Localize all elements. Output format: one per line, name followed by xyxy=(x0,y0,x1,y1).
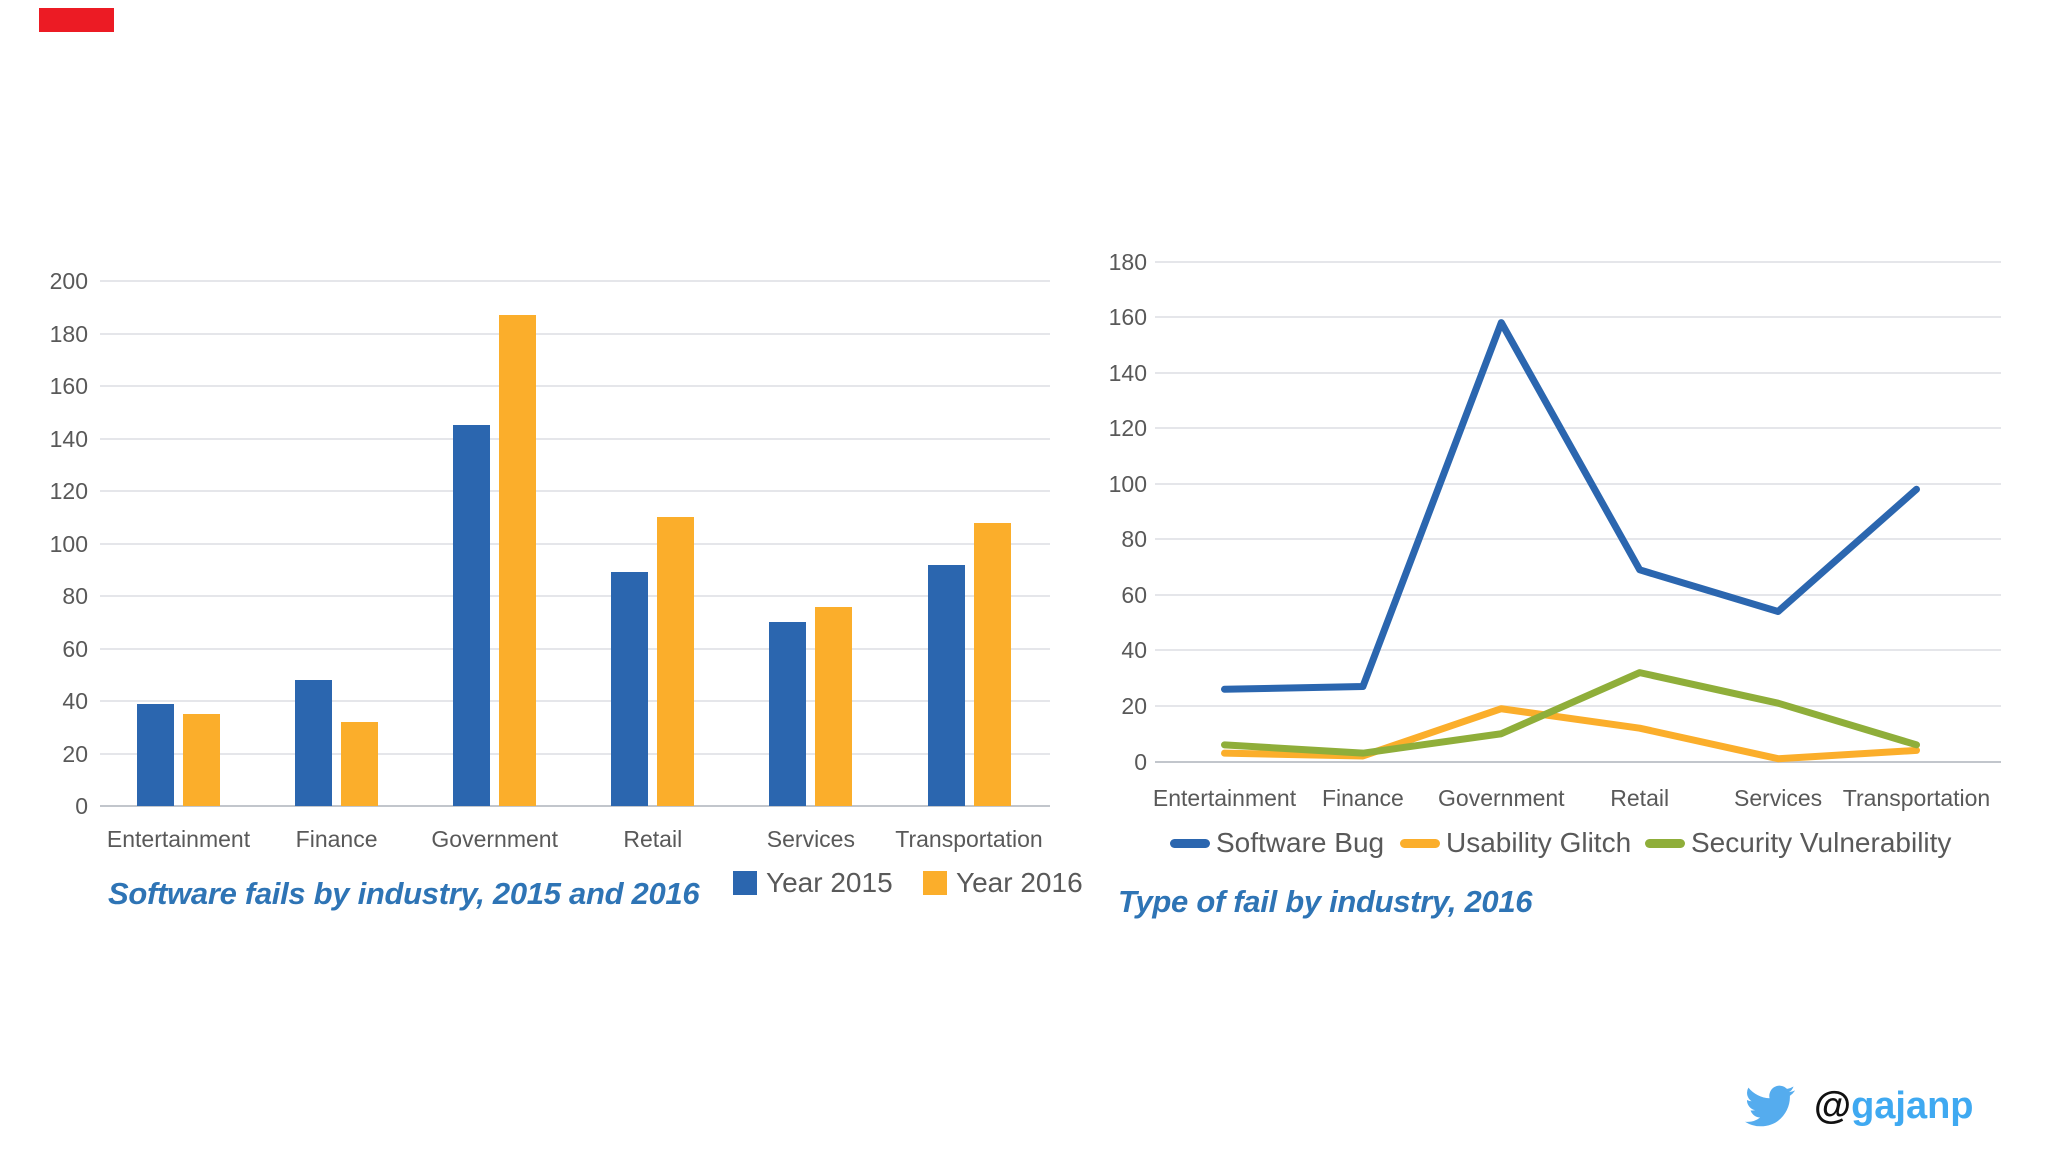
gridline xyxy=(1155,538,2001,541)
y-axis-tick-label: 180 xyxy=(1108,248,1147,275)
gridline xyxy=(1155,649,2001,652)
x-axis-label-transportation: Transportation xyxy=(895,826,1043,852)
legend-label: Usability Glitch xyxy=(1446,827,1632,858)
legend-swatch-icon xyxy=(1400,838,1440,848)
y-axis-tick-label: 60 xyxy=(62,635,88,662)
bar-year-2015-entertainment xyxy=(137,703,174,806)
bar-year-2016-transportation xyxy=(973,522,1011,806)
y-axis-tick-label: 100 xyxy=(1108,470,1147,497)
gridline xyxy=(1155,371,2001,374)
gridline xyxy=(100,542,1050,545)
x-axis-label-transportation: Transportation xyxy=(1842,785,1991,811)
x-axis-label-finance: Finance xyxy=(1321,785,1404,811)
y-axis-tick-label: 120 xyxy=(49,478,88,504)
line-usability-glitch xyxy=(1221,705,1920,763)
x-axis-label-entertainment: Entertainment xyxy=(1152,785,1297,811)
legend-label: Year 2015 xyxy=(766,867,893,898)
y-axis-tick-label: 0 xyxy=(75,793,88,819)
x-axis-label-services: Services xyxy=(1733,785,1823,811)
bar-year-2015-transportation xyxy=(927,564,965,806)
bar-year-2015-government xyxy=(453,425,491,806)
y-axis-tick-label: 100 xyxy=(49,530,88,557)
gridline xyxy=(100,700,1050,702)
gridline xyxy=(1155,260,2001,263)
y-axis-tick-label: 160 xyxy=(1108,304,1147,331)
legend-label: Security Vulnerability xyxy=(1691,827,1952,858)
x-axis-label-services: Services xyxy=(766,826,855,852)
y-axis-tick-label: 20 xyxy=(62,740,88,767)
legend-item-year-2016: Year 2016 xyxy=(923,866,1083,900)
gridline xyxy=(1155,593,2001,596)
gridline xyxy=(100,490,1050,492)
bar-year-2015-services xyxy=(769,622,807,806)
gridline xyxy=(100,647,1050,650)
y-axis-tick-label: 40 xyxy=(62,688,88,714)
legend-swatch-icon xyxy=(923,871,947,895)
legend-swatch-icon xyxy=(733,871,757,895)
bar-year-2016-retail xyxy=(657,517,695,806)
y-axis-tick-label: 200 xyxy=(49,268,88,294)
gridline xyxy=(1155,760,2001,763)
y-axis-tick-label: 160 xyxy=(49,373,88,399)
twitter-at-symbol: @ xyxy=(1814,1084,1852,1127)
gridline xyxy=(1155,704,2001,707)
line-chart-title: Type of fail by industry, 2016 xyxy=(1118,884,1533,919)
gridline xyxy=(100,280,1050,282)
y-axis-tick-label: 80 xyxy=(1121,526,1147,553)
bar-year-2016-government xyxy=(499,315,537,806)
x-axis-label-government: Government xyxy=(1438,785,1565,811)
legend-item-year-2015: Year 2015 xyxy=(733,866,893,900)
x-axis-label-government: Government xyxy=(431,826,558,852)
bar-year-2016-finance xyxy=(341,722,379,806)
y-axis-tick-label: 0 xyxy=(1134,748,1147,775)
bar-year-2016-services xyxy=(815,606,853,806)
y-axis-tick-label: 20 xyxy=(1121,692,1147,719)
y-axis-tick-label: 40 xyxy=(1121,637,1147,664)
legend-item-usability-glitch: Usability Glitch xyxy=(1400,826,1631,860)
y-axis-tick-label: 80 xyxy=(62,583,88,609)
legend-label: Software Bug xyxy=(1216,827,1385,858)
y-axis-tick-label: 140 xyxy=(49,425,88,452)
y-axis-tick-label: 60 xyxy=(1121,581,1147,608)
legend-swatch-icon xyxy=(1645,838,1685,848)
legend-swatch-icon xyxy=(1170,838,1210,848)
bar-year-2016-entertainment xyxy=(183,714,220,806)
legend-label: Year 2016 xyxy=(956,867,1083,898)
bar-chart-title: Software fails by industry, 2015 and 201… xyxy=(108,876,700,911)
gridline xyxy=(100,752,1050,755)
x-axis-label-retail: Retail xyxy=(1610,785,1670,811)
x-axis-label-finance: Finance xyxy=(295,826,378,852)
x-axis-label-retail: Retail xyxy=(623,826,683,852)
x-axis-label-entertainment: Entertainment xyxy=(106,826,251,852)
gridline xyxy=(100,437,1050,440)
gridline xyxy=(1155,316,2001,319)
gridline xyxy=(100,805,1050,807)
legend-item-software-bug: Software Bug xyxy=(1170,826,1384,860)
y-axis-tick-label: 120 xyxy=(1108,415,1147,442)
legend-item-security-vulnerability: Security Vulnerability xyxy=(1645,826,1951,860)
red-accent-bar xyxy=(39,8,114,32)
twitter-handle: gajanp xyxy=(1851,1084,1974,1127)
gridline xyxy=(1155,427,2001,430)
gridline xyxy=(100,595,1050,597)
gridline xyxy=(1155,482,2001,485)
y-axis-tick-label: 140 xyxy=(1108,359,1147,386)
twitter-bird-icon xyxy=(1745,1085,1795,1127)
bar-year-2015-finance xyxy=(295,680,333,806)
gridline xyxy=(100,385,1050,387)
line-security-vulnerability xyxy=(1221,669,1920,757)
y-axis-tick-label: 180 xyxy=(49,320,88,347)
twitter-attribution: @gajanp xyxy=(1738,1080,1974,1132)
line-software-bug xyxy=(1221,319,1920,693)
gridline xyxy=(100,332,1050,335)
bar-year-2015-retail xyxy=(611,572,649,806)
